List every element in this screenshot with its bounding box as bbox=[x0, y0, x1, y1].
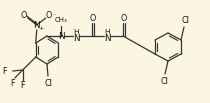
Text: F: F bbox=[10, 80, 15, 88]
Text: Cl: Cl bbox=[160, 77, 168, 85]
Text: +: + bbox=[38, 26, 43, 30]
Text: Cl: Cl bbox=[44, 80, 52, 88]
Text: O: O bbox=[46, 11, 52, 19]
Text: O: O bbox=[21, 11, 27, 19]
Text: H: H bbox=[104, 29, 110, 35]
Text: Cl: Cl bbox=[181, 15, 189, 25]
Text: ⁻: ⁻ bbox=[52, 15, 55, 19]
Text: CH₃: CH₃ bbox=[55, 17, 67, 23]
Text: N: N bbox=[104, 33, 110, 43]
Text: F: F bbox=[2, 67, 7, 75]
Text: O: O bbox=[121, 13, 127, 22]
Text: O: O bbox=[89, 13, 96, 22]
Text: F: F bbox=[21, 81, 25, 91]
Text: N: N bbox=[33, 20, 40, 29]
Text: N: N bbox=[73, 33, 79, 43]
Text: N: N bbox=[58, 32, 64, 40]
Text: H: H bbox=[73, 29, 79, 35]
